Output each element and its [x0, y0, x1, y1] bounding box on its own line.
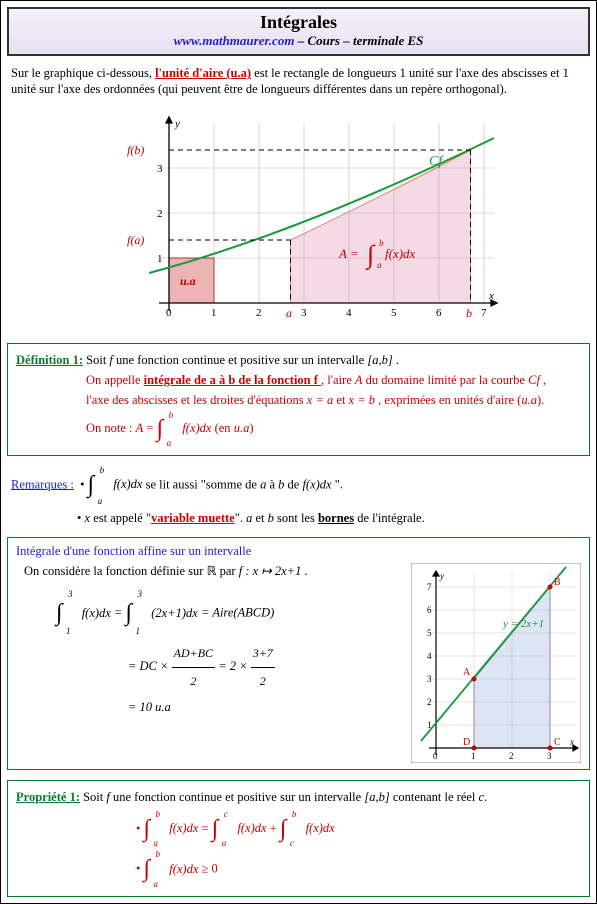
svg-text:3: 3: [547, 751, 552, 761]
svg-text:D: D: [463, 737, 470, 748]
page: Intégrales www.mathmaurer.com – Cours – …: [0, 0, 597, 904]
svg-text:f(x)dx: f(x)dx: [385, 246, 416, 261]
svg-text:1: 1: [211, 307, 217, 319]
sep: –: [340, 33, 353, 48]
svg-text:y: y: [439, 571, 444, 581]
svg-text:7: 7: [481, 307, 487, 319]
svg-text:Cf: Cf: [429, 154, 444, 169]
svg-text:C: C: [554, 737, 561, 748]
graph-svg: 01234567 123 xy ab f(a)f(b) u.a Cf A = ∫…: [99, 103, 499, 333]
svg-text:y: y: [174, 118, 180, 130]
svg-text:5: 5: [427, 628, 432, 638]
svg-text:y = 2x+1: y = 2x+1: [502, 618, 544, 630]
svg-text:1: 1: [157, 253, 163, 265]
affine-example: Intégrale d'une fonction affine sur un i…: [7, 537, 590, 770]
property-1: Propriété 1: Soit f une fonction continu…: [7, 780, 590, 897]
prop-label: Propriété 1:: [16, 790, 80, 804]
level-label: terminale ES: [353, 33, 423, 48]
svg-text:2: 2: [509, 751, 514, 761]
svg-text:6: 6: [427, 605, 432, 615]
svg-text:0: 0: [433, 751, 438, 761]
definition-1: Définition 1: Soit f une fonction contin…: [7, 343, 590, 455]
svg-text:5: 5: [391, 307, 397, 319]
svg-text:2: 2: [157, 208, 163, 220]
svg-text:2: 2: [427, 697, 432, 707]
svg-text:f(b): f(b): [127, 143, 144, 157]
site-link[interactable]: www.mathmaurer.com: [174, 33, 295, 48]
svg-text:3: 3: [157, 163, 163, 175]
main-graph: 01234567 123 xy ab f(a)f(b) u.a Cf A = ∫…: [7, 103, 590, 333]
svg-text:b: b: [379, 238, 384, 248]
intro-highlight: l'unité d'aire (u.a): [155, 66, 251, 80]
svg-text:a: a: [286, 306, 292, 320]
svg-text:1: 1: [427, 720, 432, 730]
svg-text:A: A: [463, 667, 471, 678]
affine-graph: A B C D y = 2x+1 0 1 2 3 1 2 3 4 5 6 7 x y: [411, 563, 581, 763]
svg-text:A =: A =: [338, 246, 359, 261]
svg-text:x: x: [488, 290, 494, 302]
svg-text:b: b: [466, 306, 472, 320]
svg-text:u.a: u.a: [180, 274, 196, 288]
svg-text:4: 4: [427, 651, 432, 661]
svg-text:3: 3: [427, 674, 432, 684]
svg-text:0: 0: [166, 307, 172, 319]
header-subtitle: www.mathmaurer.com – Cours – terminale E…: [9, 33, 588, 49]
svg-text:6: 6: [436, 307, 442, 319]
svg-text:4: 4: [346, 307, 352, 319]
svg-text:7: 7: [427, 582, 432, 592]
svg-text:3: 3: [301, 307, 307, 319]
course-label: Cours: [307, 33, 340, 48]
remarks: Remarques : • ∫ba f(x)dx se lit aussi "s…: [7, 464, 590, 538]
svg-text:2: 2: [256, 307, 262, 319]
svg-text:1: 1: [471, 751, 476, 761]
svg-text:a: a: [377, 260, 382, 270]
page-title: Intégrales: [9, 12, 588, 33]
remarks-label: Remarques :: [11, 477, 74, 491]
svg-text:B: B: [554, 577, 561, 588]
svg-text:x: x: [569, 737, 574, 747]
intro-pre: Sur le graphique ci-dessous,: [11, 66, 155, 80]
def-label: Définition 1:: [16, 353, 83, 367]
intro-text: Sur le graphique ci-dessous, l'unité d'a…: [7, 66, 590, 97]
sep: –: [294, 33, 307, 48]
affine-title: Intégrale d'une fonction affine sur un i…: [16, 544, 581, 559]
header-box: Intégrales www.mathmaurer.com – Cours – …: [7, 7, 590, 56]
svg-text:f(a): f(a): [127, 233, 144, 247]
